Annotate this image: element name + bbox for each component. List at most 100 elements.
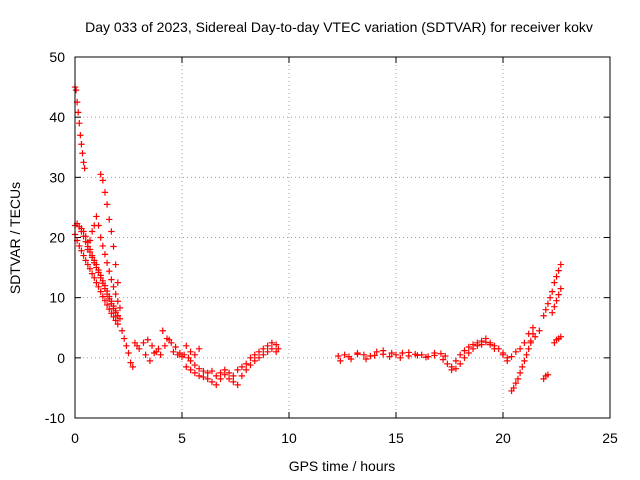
data-point — [521, 357, 528, 365]
series-late-rise-a — [540, 261, 564, 319]
data-point — [373, 348, 380, 356]
data-point — [116, 304, 124, 312]
data-point — [97, 272, 104, 279]
data-point — [371, 352, 378, 359]
data-point — [491, 345, 498, 353]
data-point — [405, 349, 413, 356]
data-point — [508, 353, 515, 360]
y-tick-label: 30 — [49, 169, 65, 185]
data-point — [264, 348, 271, 356]
series-late-rise-c — [551, 333, 564, 346]
data-point — [187, 348, 194, 356]
data-point — [72, 86, 80, 94]
data-point — [521, 339, 528, 346]
x-tick-label: 10 — [281, 430, 297, 446]
series-night-wave-b — [448, 338, 498, 374]
data-point — [516, 369, 524, 377]
data-point — [268, 339, 276, 346]
data-point — [531, 333, 539, 340]
data-point — [118, 327, 126, 334]
data-point — [110, 243, 117, 250]
y-tick-label: 50 — [49, 49, 65, 65]
data-point — [234, 381, 241, 389]
data-point — [78, 141, 85, 148]
data-point — [123, 342, 130, 349]
data-point — [140, 339, 147, 346]
data-point — [191, 351, 199, 359]
data-point — [457, 351, 464, 359]
data-point — [127, 359, 134, 366]
data-point — [95, 222, 102, 229]
data-point — [525, 345, 532, 353]
data-point — [172, 343, 179, 351]
data-series — [71, 83, 564, 395]
plot-frame — [74, 56, 611, 419]
data-point — [76, 242, 83, 250]
data-point — [272, 341, 280, 348]
data-point — [465, 349, 472, 357]
data-point — [146, 357, 154, 365]
data-point — [110, 313, 117, 321]
data-point — [225, 369, 233, 377]
data-point — [516, 345, 524, 353]
data-point — [112, 307, 119, 315]
data-point — [110, 283, 117, 291]
data-point — [106, 305, 113, 313]
data-point — [121, 335, 128, 342]
data-point — [91, 257, 98, 264]
series-early-morning — [118, 327, 203, 371]
data-point — [129, 363, 136, 371]
data-point — [268, 345, 276, 353]
data-point — [555, 291, 562, 298]
data-point — [114, 312, 121, 319]
data-point — [544, 300, 552, 307]
data-point — [557, 261, 564, 268]
data-point — [161, 342, 169, 349]
data-point — [553, 273, 560, 280]
data-point — [101, 251, 109, 258]
data-point — [163, 335, 171, 342]
data-point — [444, 360, 451, 368]
data-point — [208, 367, 216, 375]
data-point — [103, 301, 111, 309]
data-point — [512, 379, 520, 387]
y-tick-label: 10 — [49, 290, 65, 306]
data-point — [243, 366, 250, 374]
data-point — [557, 285, 564, 292]
y-tick-label: 40 — [49, 109, 65, 125]
y-tick-label: 0 — [57, 350, 65, 366]
data-point — [78, 247, 85, 254]
data-point — [208, 378, 216, 386]
data-point — [191, 369, 199, 377]
chart-title: Day 033 of 2023, Sidereal Day-to-day VTE… — [85, 19, 593, 35]
data-point — [180, 351, 188, 359]
data-point — [243, 360, 250, 368]
data-point — [442, 352, 449, 360]
data-point — [204, 375, 211, 383]
data-point — [482, 338, 490, 346]
data-point — [360, 351, 368, 359]
data-point — [544, 371, 552, 378]
data-point — [114, 279, 121, 286]
data-point — [176, 349, 184, 357]
data-point — [514, 375, 522, 383]
data-point — [103, 201, 111, 208]
data-point — [204, 369, 211, 377]
data-point — [108, 228, 115, 235]
data-point — [80, 228, 87, 235]
data-point — [362, 355, 370, 363]
data-point — [86, 265, 94, 272]
data-point — [187, 357, 194, 365]
data-point — [84, 261, 92, 268]
data-point — [93, 279, 100, 286]
data-point — [183, 342, 190, 349]
data-point — [251, 351, 258, 359]
data-point — [414, 352, 421, 359]
data-point — [549, 288, 556, 295]
data-point — [200, 373, 207, 381]
data-point — [200, 367, 207, 375]
data-point — [367, 352, 374, 360]
series-morning-bumps — [142, 327, 192, 365]
data-point — [551, 303, 558, 310]
data-point — [77, 132, 84, 139]
